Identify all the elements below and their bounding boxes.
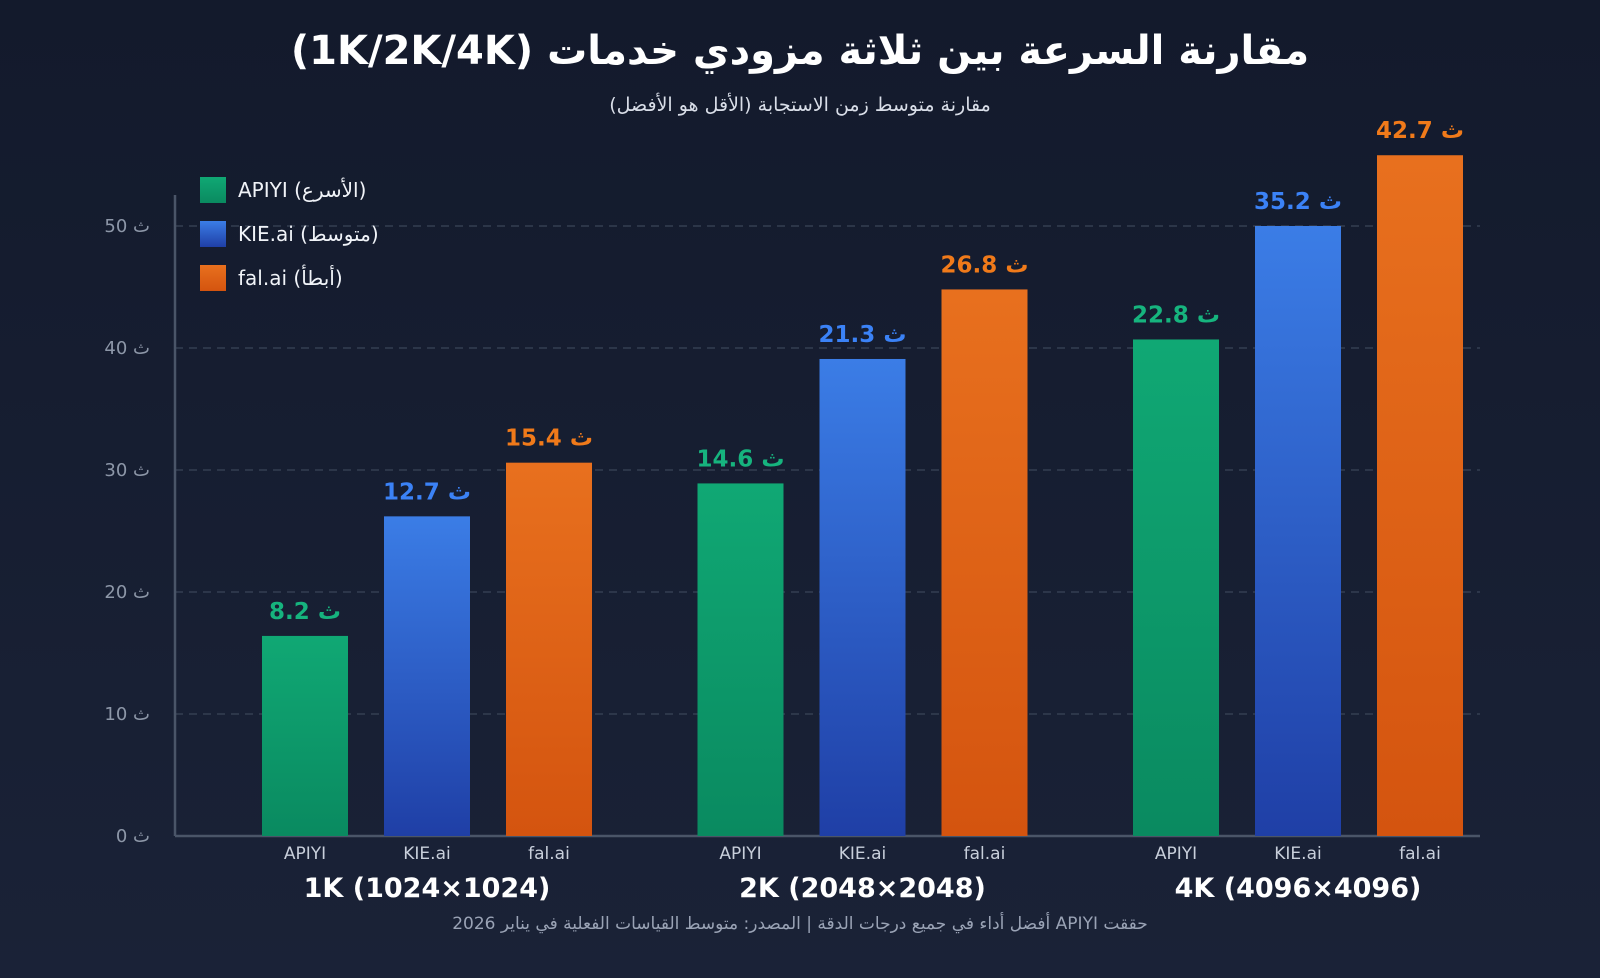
category-label: 4K (4096×4096) <box>1175 873 1422 904</box>
data-label: 12.7 ث <box>383 479 471 505</box>
data-label: 14.6 ث <box>697 446 785 472</box>
data-label: 42.7 ث <box>1376 118 1464 144</box>
chart-subtitle: مقارنة متوسط زمن الاستجابة (الأقل هو الأ… <box>609 94 991 116</box>
y-tick-label: 0 ث <box>116 826 150 847</box>
bar-apiyi <box>262 635 348 836</box>
bar-fal-ai <box>941 289 1028 836</box>
provider-tick-label: fal.ai <box>1399 844 1441 864</box>
provider-tick-label: APIYI <box>1155 844 1197 864</box>
bar-kie-ai <box>1255 226 1341 836</box>
data-label: 15.4 ث <box>505 426 593 452</box>
legend-swatch <box>200 177 226 203</box>
provider-tick-label: APIYI <box>719 844 761 864</box>
category-label: 2K (2048×2048) <box>739 873 986 904</box>
provider-tick-label: fal.ai <box>964 844 1006 864</box>
legend-label: APIYI (الأسرع) <box>238 178 367 202</box>
data-label: 26.8 ث <box>941 252 1029 278</box>
legend-label: fal.ai (أبطأ) <box>238 266 343 290</box>
y-tick-label: 10 ث <box>104 704 150 725</box>
y-tick-label: 50 ث <box>104 216 150 237</box>
y-tick-label: 20 ث <box>104 582 150 603</box>
bar-apiyi <box>1133 339 1219 836</box>
provider-tick-label: fal.ai <box>528 844 570 864</box>
provider-tick-label: KIE.ai <box>839 844 886 864</box>
chart-title: مقارنة السرعة بين ثلاثة مزودي خدمات (1K/… <box>290 28 1310 74</box>
provider-tick-label: KIE.ai <box>1274 844 1321 864</box>
legend-item-fal: fal.ai (أبطأ) <box>200 256 379 300</box>
bar-kie-ai <box>384 516 470 836</box>
legend-item-apiyi: APIYI (الأسرع) <box>200 168 379 212</box>
bar-fal-ai <box>506 462 592 836</box>
bar-fal-ai <box>1377 155 1463 837</box>
legend-swatch <box>200 221 226 247</box>
provider-tick-label: APIYI <box>284 844 326 864</box>
legend-item-kie: KIE.ai (متوسط) <box>200 212 379 256</box>
data-label: 21.3 ث <box>819 322 907 348</box>
legend: APIYI (الأسرع) KIE.ai (متوسط) fal.ai (أب… <box>200 168 379 300</box>
legend-swatch <box>200 265 226 291</box>
category-label: 1K (1024×1024) <box>304 873 551 904</box>
y-tick-label: 40 ث <box>104 338 150 359</box>
bar-apiyi <box>697 483 784 836</box>
data-label: 22.8 ث <box>1132 302 1220 328</box>
data-label: 8.2 ث <box>269 599 341 625</box>
chart-footer: حققت APIYI أفضل أداء في جميع درجات الدقة… <box>452 914 1148 934</box>
bar-kie-ai <box>819 358 906 836</box>
provider-tick-label: KIE.ai <box>403 844 450 864</box>
legend-label: KIE.ai (متوسط) <box>238 222 379 246</box>
data-label: 35.2 ث <box>1254 189 1342 215</box>
y-tick-label: 30 ث <box>104 460 150 481</box>
